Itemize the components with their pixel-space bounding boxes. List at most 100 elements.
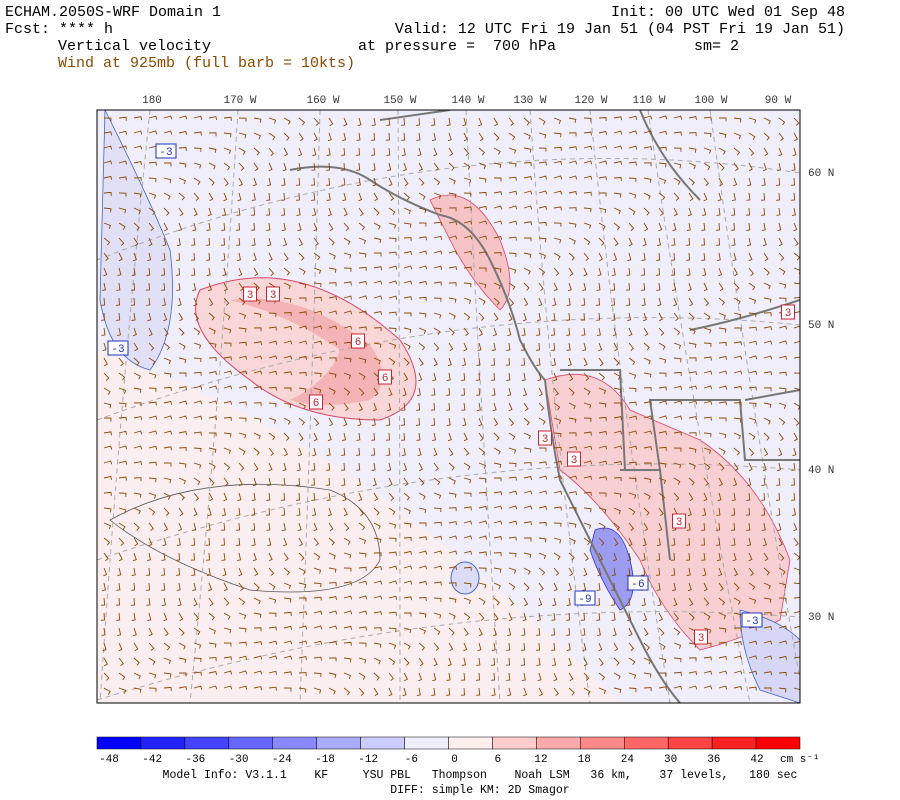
contour-label-box <box>574 590 596 606</box>
contour-label: 3 <box>785 308 792 320</box>
contour-label-box <box>107 340 129 356</box>
init-time: Init: 00 UTC Wed 01 Sep 48 <box>611 4 845 21</box>
colorbar-tick-label: 6 <box>494 754 501 766</box>
contour-label: 3 <box>270 290 277 302</box>
colorbar-swatch <box>272 736 317 750</box>
colorbar-tick-label: -42 <box>142 754 162 766</box>
latitude-label: 30 N <box>808 612 834 624</box>
colorbar-swatch <box>140 736 186 750</box>
contour-label: 3 <box>698 633 705 645</box>
descent-core <box>589 527 634 611</box>
colorbar-tick-label: -36 <box>185 754 205 766</box>
colorbar-swatch <box>536 736 581 750</box>
colorbar-unit: cm s⁻¹ <box>780 754 820 766</box>
contour-label: -6 <box>631 579 644 591</box>
longitude-label: 150 W <box>383 95 416 107</box>
contour-label: 3 <box>247 290 254 302</box>
colorbar: -48 -42 -36 -30 -24 -18 -12 -6 0 6 12 18 24 30 36 42 cm … <box>96 736 820 766</box>
contour-label-box <box>538 430 552 446</box>
pressure-level: at pressure = 700 hPa <box>358 38 556 55</box>
model-info: Model Info: V3.1.1 KF YSU PBL Thompson N… <box>163 769 798 782</box>
colorbar-swatch <box>711 736 757 750</box>
contour-label: -3 <box>745 616 758 628</box>
colorbar-swatch <box>96 736 142 750</box>
longitude-label: 170 W <box>223 95 256 107</box>
smoothing: sm= 2 <box>694 38 739 55</box>
contour-label: -9 <box>578 594 591 606</box>
contour-label-box <box>741 612 763 628</box>
colorbar-tick-label: 36 <box>707 754 720 766</box>
latitude-label: 50 N <box>808 320 834 332</box>
colorbar-tick-label: -6 <box>405 754 418 766</box>
field-name: Vertical velocity <box>58 38 211 55</box>
colorbar-swatch <box>755 736 801 750</box>
contour-label: 6 <box>382 373 389 385</box>
colorbar-tick-label: 0 <box>451 754 458 766</box>
map-frame <box>96 109 801 704</box>
contour-label-box <box>243 286 257 302</box>
latitude-label: 60 N <box>808 168 834 180</box>
colorbar-tick-label: -12 <box>358 754 378 766</box>
longitude-label: 180 <box>142 95 162 107</box>
colorbar-tick-label: -18 <box>315 754 335 766</box>
forecast-hour: Fcst: **** h <box>5 21 113 38</box>
colorbar-tick-label: -48 <box>99 754 119 766</box>
map-labels: 180 170 W 160 W 150 W 140 W 130 W 120 W 110 W 10… <box>107 95 834 645</box>
zero-contour <box>109 483 381 593</box>
contour-label: -3 <box>159 147 172 159</box>
colorbar-swatch <box>580 736 625 750</box>
latitude-label: 40 N <box>808 465 834 477</box>
graticule <box>97 110 800 703</box>
colorbar-swatch <box>492 736 537 750</box>
longitude-label: 100 W <box>694 95 727 107</box>
contour-label-box <box>567 451 581 467</box>
map-field <box>97 110 800 703</box>
contour-label-box <box>155 143 177 159</box>
run-title: ECHAM.2050S-WRF Domain 1 <box>5 4 221 21</box>
coastlines <box>289 110 800 703</box>
colorbar-swatch <box>624 736 669 750</box>
colorbar-swatch <box>228 736 273 750</box>
colorbar-swatch <box>316 736 361 750</box>
longitude-label: 130 W <box>513 95 546 107</box>
contour-label-box <box>378 369 392 385</box>
colorbar-tick-label: -30 <box>229 754 249 766</box>
colorbar-swatch <box>184 736 230 750</box>
contour-label: 6 <box>313 398 320 410</box>
contour-label-box <box>781 304 795 320</box>
ascent-core <box>230 298 383 405</box>
contour-label: 3 <box>571 455 578 467</box>
diff-info: DIFF: simple KM: 2D Smagor <box>390 784 569 797</box>
descent-area <box>450 561 480 595</box>
colorbar-tick-label: 30 <box>664 754 677 766</box>
colorbar-swatch <box>667 736 713 750</box>
colorbar-tick-label: 18 <box>578 754 591 766</box>
colorbar-tick-label: 12 <box>534 754 547 766</box>
contour-label-box <box>694 629 708 645</box>
longitude-label: 110 W <box>632 95 665 107</box>
contour-label-box <box>351 333 365 349</box>
colorbar-tick-label: 24 <box>621 754 635 766</box>
contour-label-box <box>309 394 323 410</box>
ascent-area <box>429 194 511 311</box>
contour-label-box <box>672 513 686 529</box>
colorbar-swatch <box>360 736 405 750</box>
longitude-label: 120 W <box>574 95 607 107</box>
contour-label-box <box>266 286 280 302</box>
wind-barbs <box>100 115 800 697</box>
longitude-label: 160 W <box>306 95 339 107</box>
wind-description: Wind at 925mb (full barb = 10kts) <box>58 55 355 72</box>
longitude-label: 140 W <box>451 95 484 107</box>
colorbar-swatch <box>404 736 449 750</box>
valid-time: Valid: 12 UTC Fri 19 Jan 51 (04 PST Fri … <box>395 21 845 38</box>
contour-label-box <box>627 575 649 591</box>
colorbar-tick-label: 42 <box>750 754 763 766</box>
longitude-label: 90 W <box>765 95 792 107</box>
contour-label: 3 <box>542 434 549 446</box>
contour-label: 6 <box>355 337 362 349</box>
contour-label: -3 <box>111 344 124 356</box>
colorbar-swatch <box>448 736 493 750</box>
contour-label: 3 <box>676 517 683 529</box>
colorbar-tick-label: -24 <box>272 754 292 766</box>
